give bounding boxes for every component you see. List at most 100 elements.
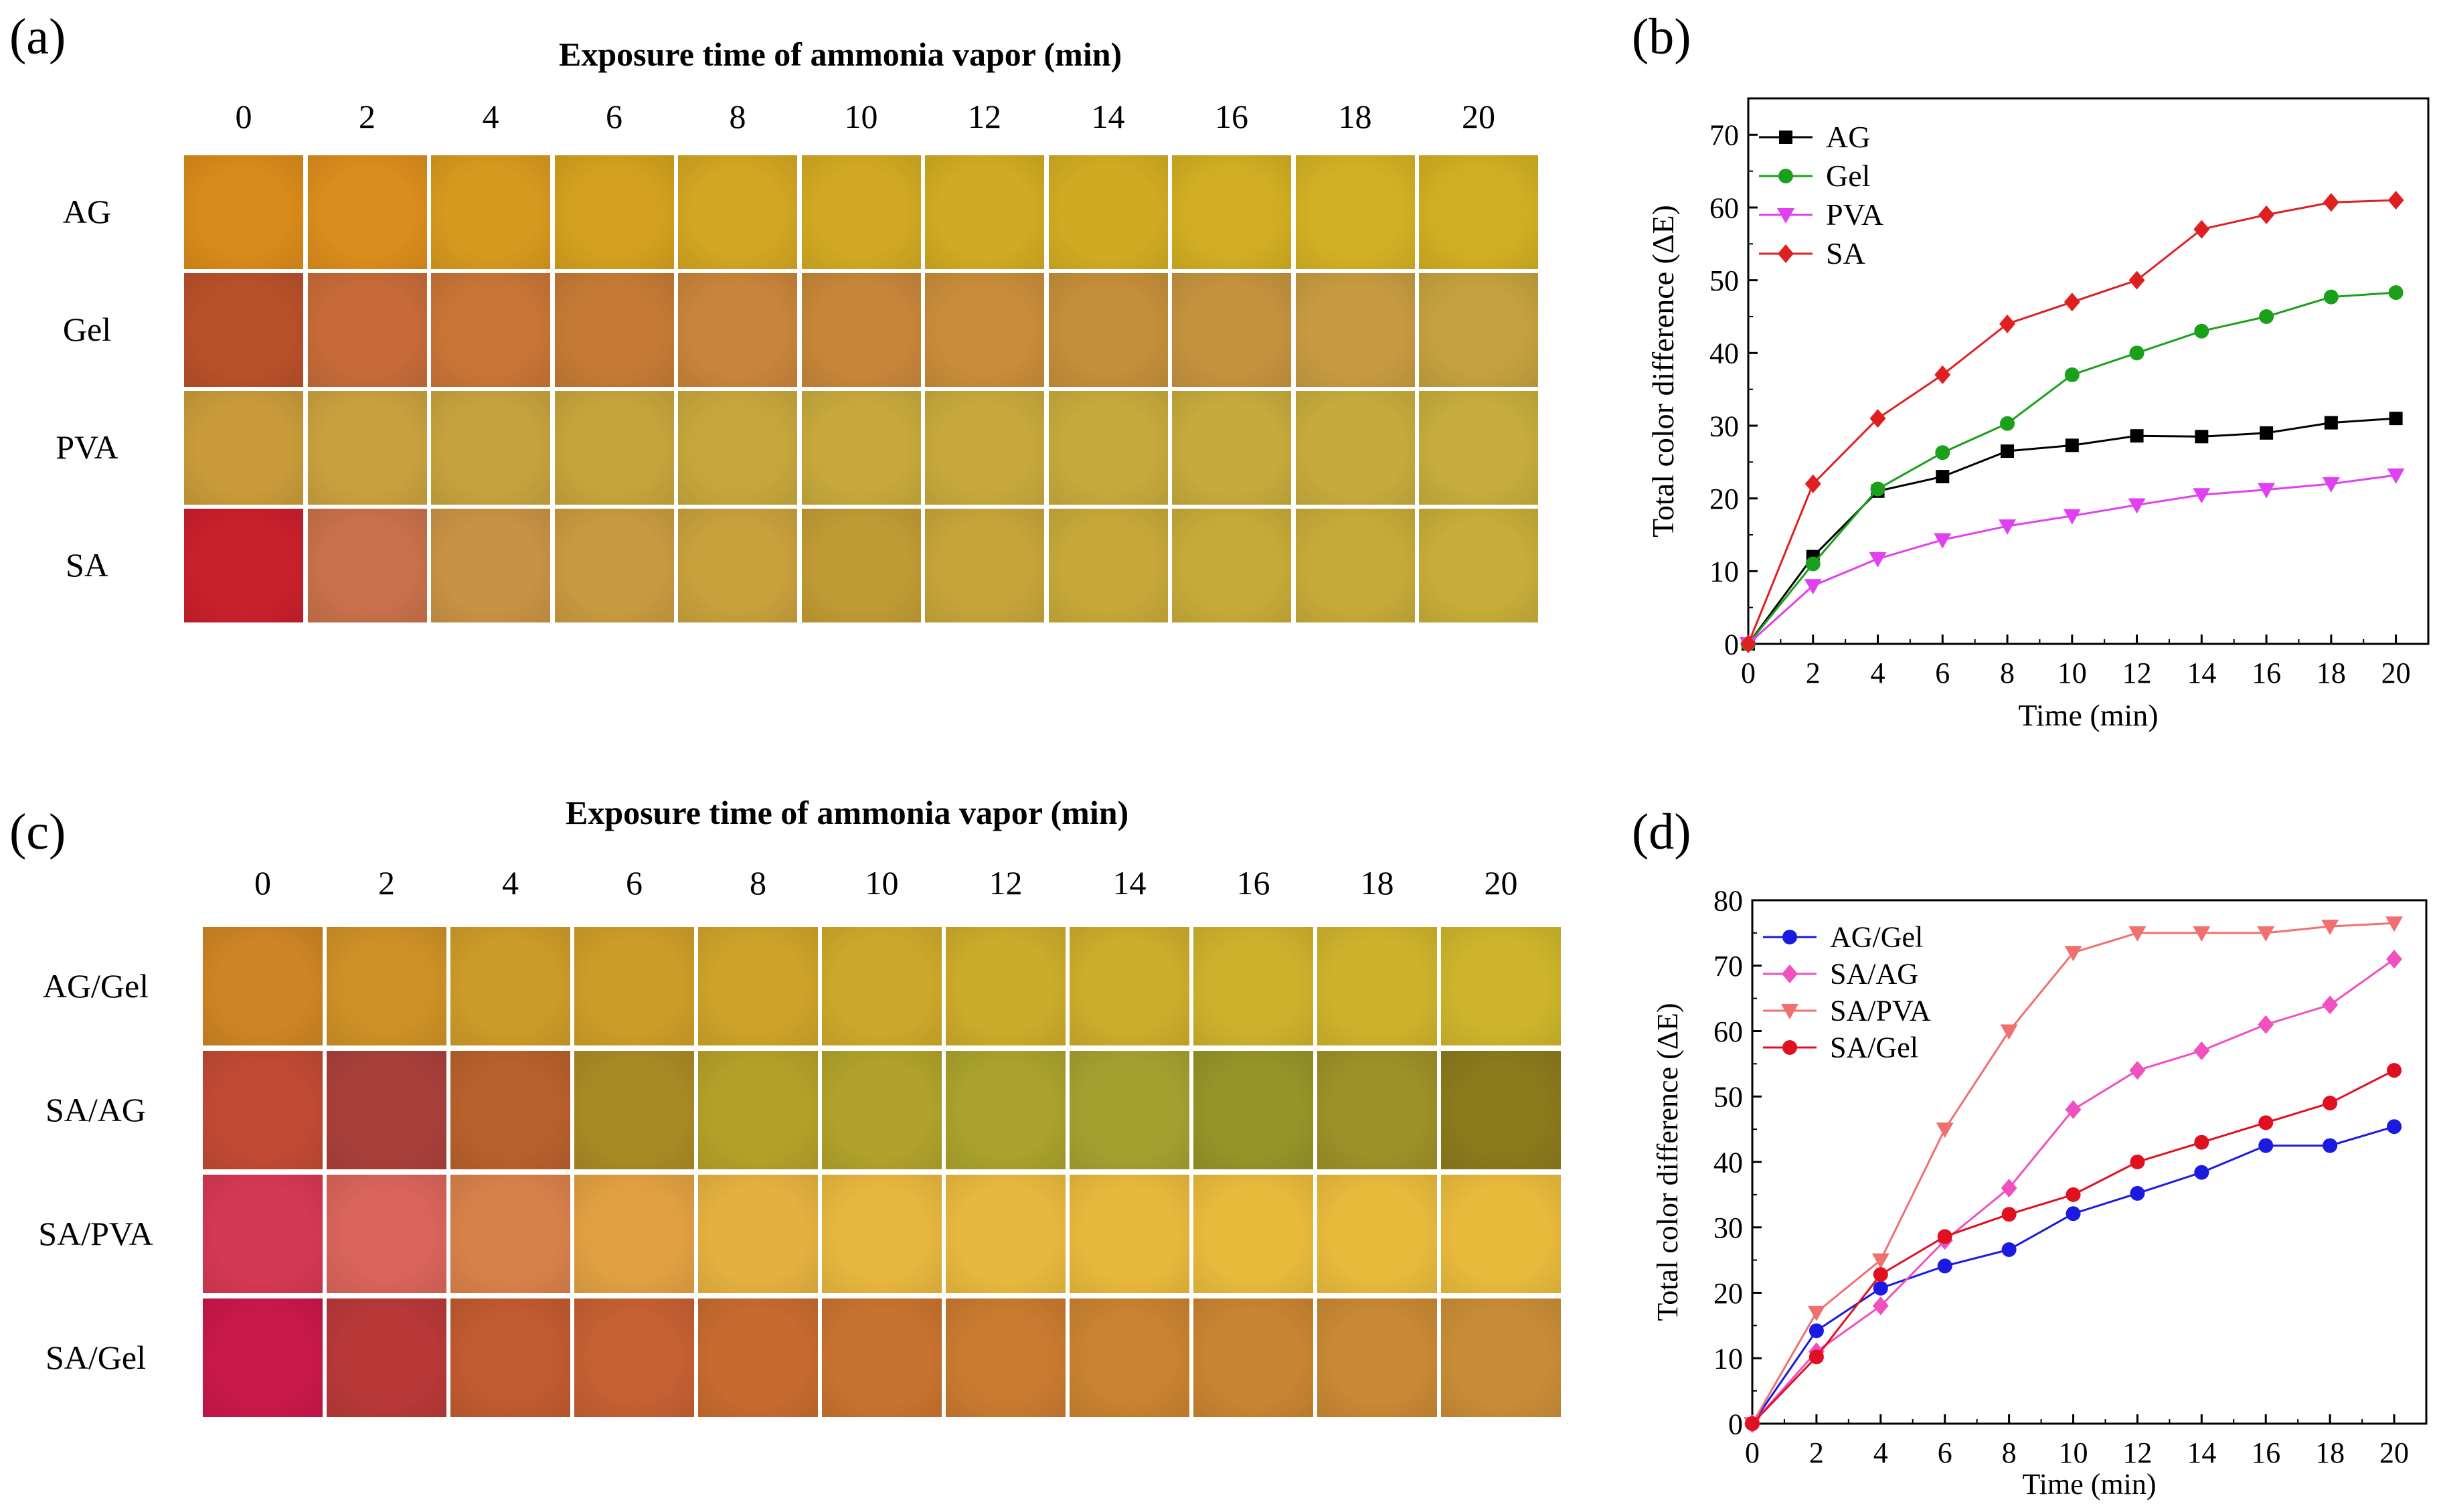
data-point bbox=[1937, 1229, 1952, 1244]
data-point bbox=[1807, 1305, 1825, 1321]
data-point bbox=[2064, 946, 2082, 962]
x-tick-label: 0 bbox=[1741, 657, 1756, 689]
legend-label: PVA bbox=[1826, 197, 1883, 232]
data-point bbox=[2195, 430, 2209, 444]
data-point bbox=[2388, 285, 2404, 301]
data-point bbox=[1937, 1258, 1952, 1274]
row-label: PVA bbox=[56, 428, 118, 466]
time-label: 4 bbox=[502, 864, 519, 902]
data-point bbox=[2001, 1242, 2017, 1257]
data-point bbox=[2387, 1063, 2402, 1078]
film-swatch bbox=[1172, 391, 1291, 505]
data-point bbox=[2128, 270, 2145, 290]
data-point bbox=[1740, 635, 1756, 653]
series-sa-pva bbox=[1744, 916, 2404, 1432]
data-point bbox=[2130, 429, 2144, 443]
panel-label-d: (d) bbox=[1632, 804, 1691, 860]
data-point bbox=[2323, 1096, 2338, 1111]
data-point bbox=[2386, 949, 2403, 969]
film-swatch bbox=[203, 1298, 323, 1417]
x-tick-label: 4 bbox=[1871, 657, 1885, 689]
time-label: 10 bbox=[865, 864, 899, 902]
x-axis-label: Time (min) bbox=[2022, 1468, 2156, 1501]
film-swatch bbox=[450, 1175, 570, 1293]
data-point bbox=[1936, 470, 1950, 484]
data-point bbox=[1936, 1122, 1954, 1139]
film-swatch bbox=[431, 509, 550, 622]
film-swatch bbox=[431, 273, 550, 387]
film-swatch bbox=[946, 1175, 1066, 1293]
data-point bbox=[2389, 412, 2403, 426]
data-point bbox=[2065, 1100, 2082, 1119]
y-tick-label: 40 bbox=[1713, 1146, 1743, 1179]
film-swatch bbox=[1172, 155, 1291, 269]
film-swatch bbox=[1070, 1051, 1189, 1169]
film-swatch bbox=[450, 1051, 570, 1169]
data-point bbox=[2000, 1024, 2018, 1040]
y-tick-label: 70 bbox=[1709, 119, 1739, 152]
x-tick-label: 16 bbox=[2251, 1436, 2280, 1469]
legend-marker bbox=[1782, 964, 1798, 983]
data-point bbox=[2001, 444, 2015, 458]
film-swatch bbox=[1317, 1051, 1437, 1169]
x-axis-label: Time (min) bbox=[2018, 698, 2158, 732]
time-label: 6 bbox=[606, 98, 622, 135]
data-point bbox=[2260, 426, 2274, 440]
legend-label: AG bbox=[1826, 120, 1870, 154]
data-point bbox=[1872, 1296, 1889, 1316]
film-swatch bbox=[184, 391, 303, 505]
x-tick-label: 20 bbox=[2379, 1436, 2409, 1469]
film-swatch bbox=[1295, 155, 1415, 269]
data-point bbox=[2194, 323, 2209, 339]
x-tick-label: 6 bbox=[1938, 1436, 1952, 1469]
data-point bbox=[1999, 314, 2016, 333]
film-swatch bbox=[554, 509, 674, 622]
film-swatch bbox=[574, 927, 694, 1045]
data-point bbox=[1804, 579, 1822, 595]
data-point bbox=[2385, 916, 2404, 932]
film-swatch bbox=[1295, 273, 1415, 387]
film-swatch bbox=[822, 927, 942, 1045]
film-swatch bbox=[307, 273, 427, 387]
film-swatch bbox=[698, 1051, 818, 1169]
film-swatch bbox=[431, 155, 550, 269]
film-swatch bbox=[574, 1051, 694, 1169]
time-label: 0 bbox=[254, 864, 271, 902]
time-label: 16 bbox=[1236, 864, 1270, 902]
row-label: AG/Gel bbox=[42, 967, 149, 1005]
data-point bbox=[2130, 1185, 2145, 1201]
data-point bbox=[2129, 345, 2144, 361]
film-swatch bbox=[1070, 927, 1189, 1045]
data-point bbox=[2194, 1135, 2209, 1150]
film-swatch bbox=[822, 1051, 942, 1169]
data-point bbox=[2064, 292, 2080, 312]
data-point bbox=[1809, 1349, 1824, 1365]
time-label: 16 bbox=[1215, 98, 1248, 135]
data-point bbox=[2129, 1061, 2146, 1080]
y-tick-label: 0 bbox=[1724, 628, 1739, 661]
time-label: 2 bbox=[359, 98, 375, 135]
data-point bbox=[2128, 926, 2147, 942]
panel-label-c: (c) bbox=[9, 804, 66, 860]
film-swatch bbox=[678, 155, 797, 269]
y-axis-label: Total color difference (ΔE) bbox=[1651, 1003, 1684, 1321]
legend-label: Gel bbox=[1826, 159, 1870, 193]
film-swatch bbox=[203, 1051, 323, 1169]
film-swatch bbox=[946, 1051, 1066, 1169]
film-swatch bbox=[307, 155, 427, 269]
film-swatch bbox=[678, 391, 797, 505]
film-swatch bbox=[801, 391, 921, 505]
data-point bbox=[2387, 191, 2404, 210]
data-point bbox=[1934, 533, 1952, 549]
film-swatch bbox=[327, 927, 446, 1045]
series-pva bbox=[1740, 468, 2405, 653]
film-swatch bbox=[554, 273, 674, 387]
data-point bbox=[1745, 1416, 1760, 1431]
data-point bbox=[1934, 365, 1951, 384]
x-tick-label: 10 bbox=[2057, 657, 2087, 689]
data-point bbox=[2258, 205, 2275, 224]
data-point bbox=[2066, 1206, 2081, 1222]
series-ag-gel bbox=[1745, 1119, 2402, 1431]
y-tick-label: 10 bbox=[1709, 556, 1739, 588]
row-label: SA/PVA bbox=[38, 1214, 153, 1252]
